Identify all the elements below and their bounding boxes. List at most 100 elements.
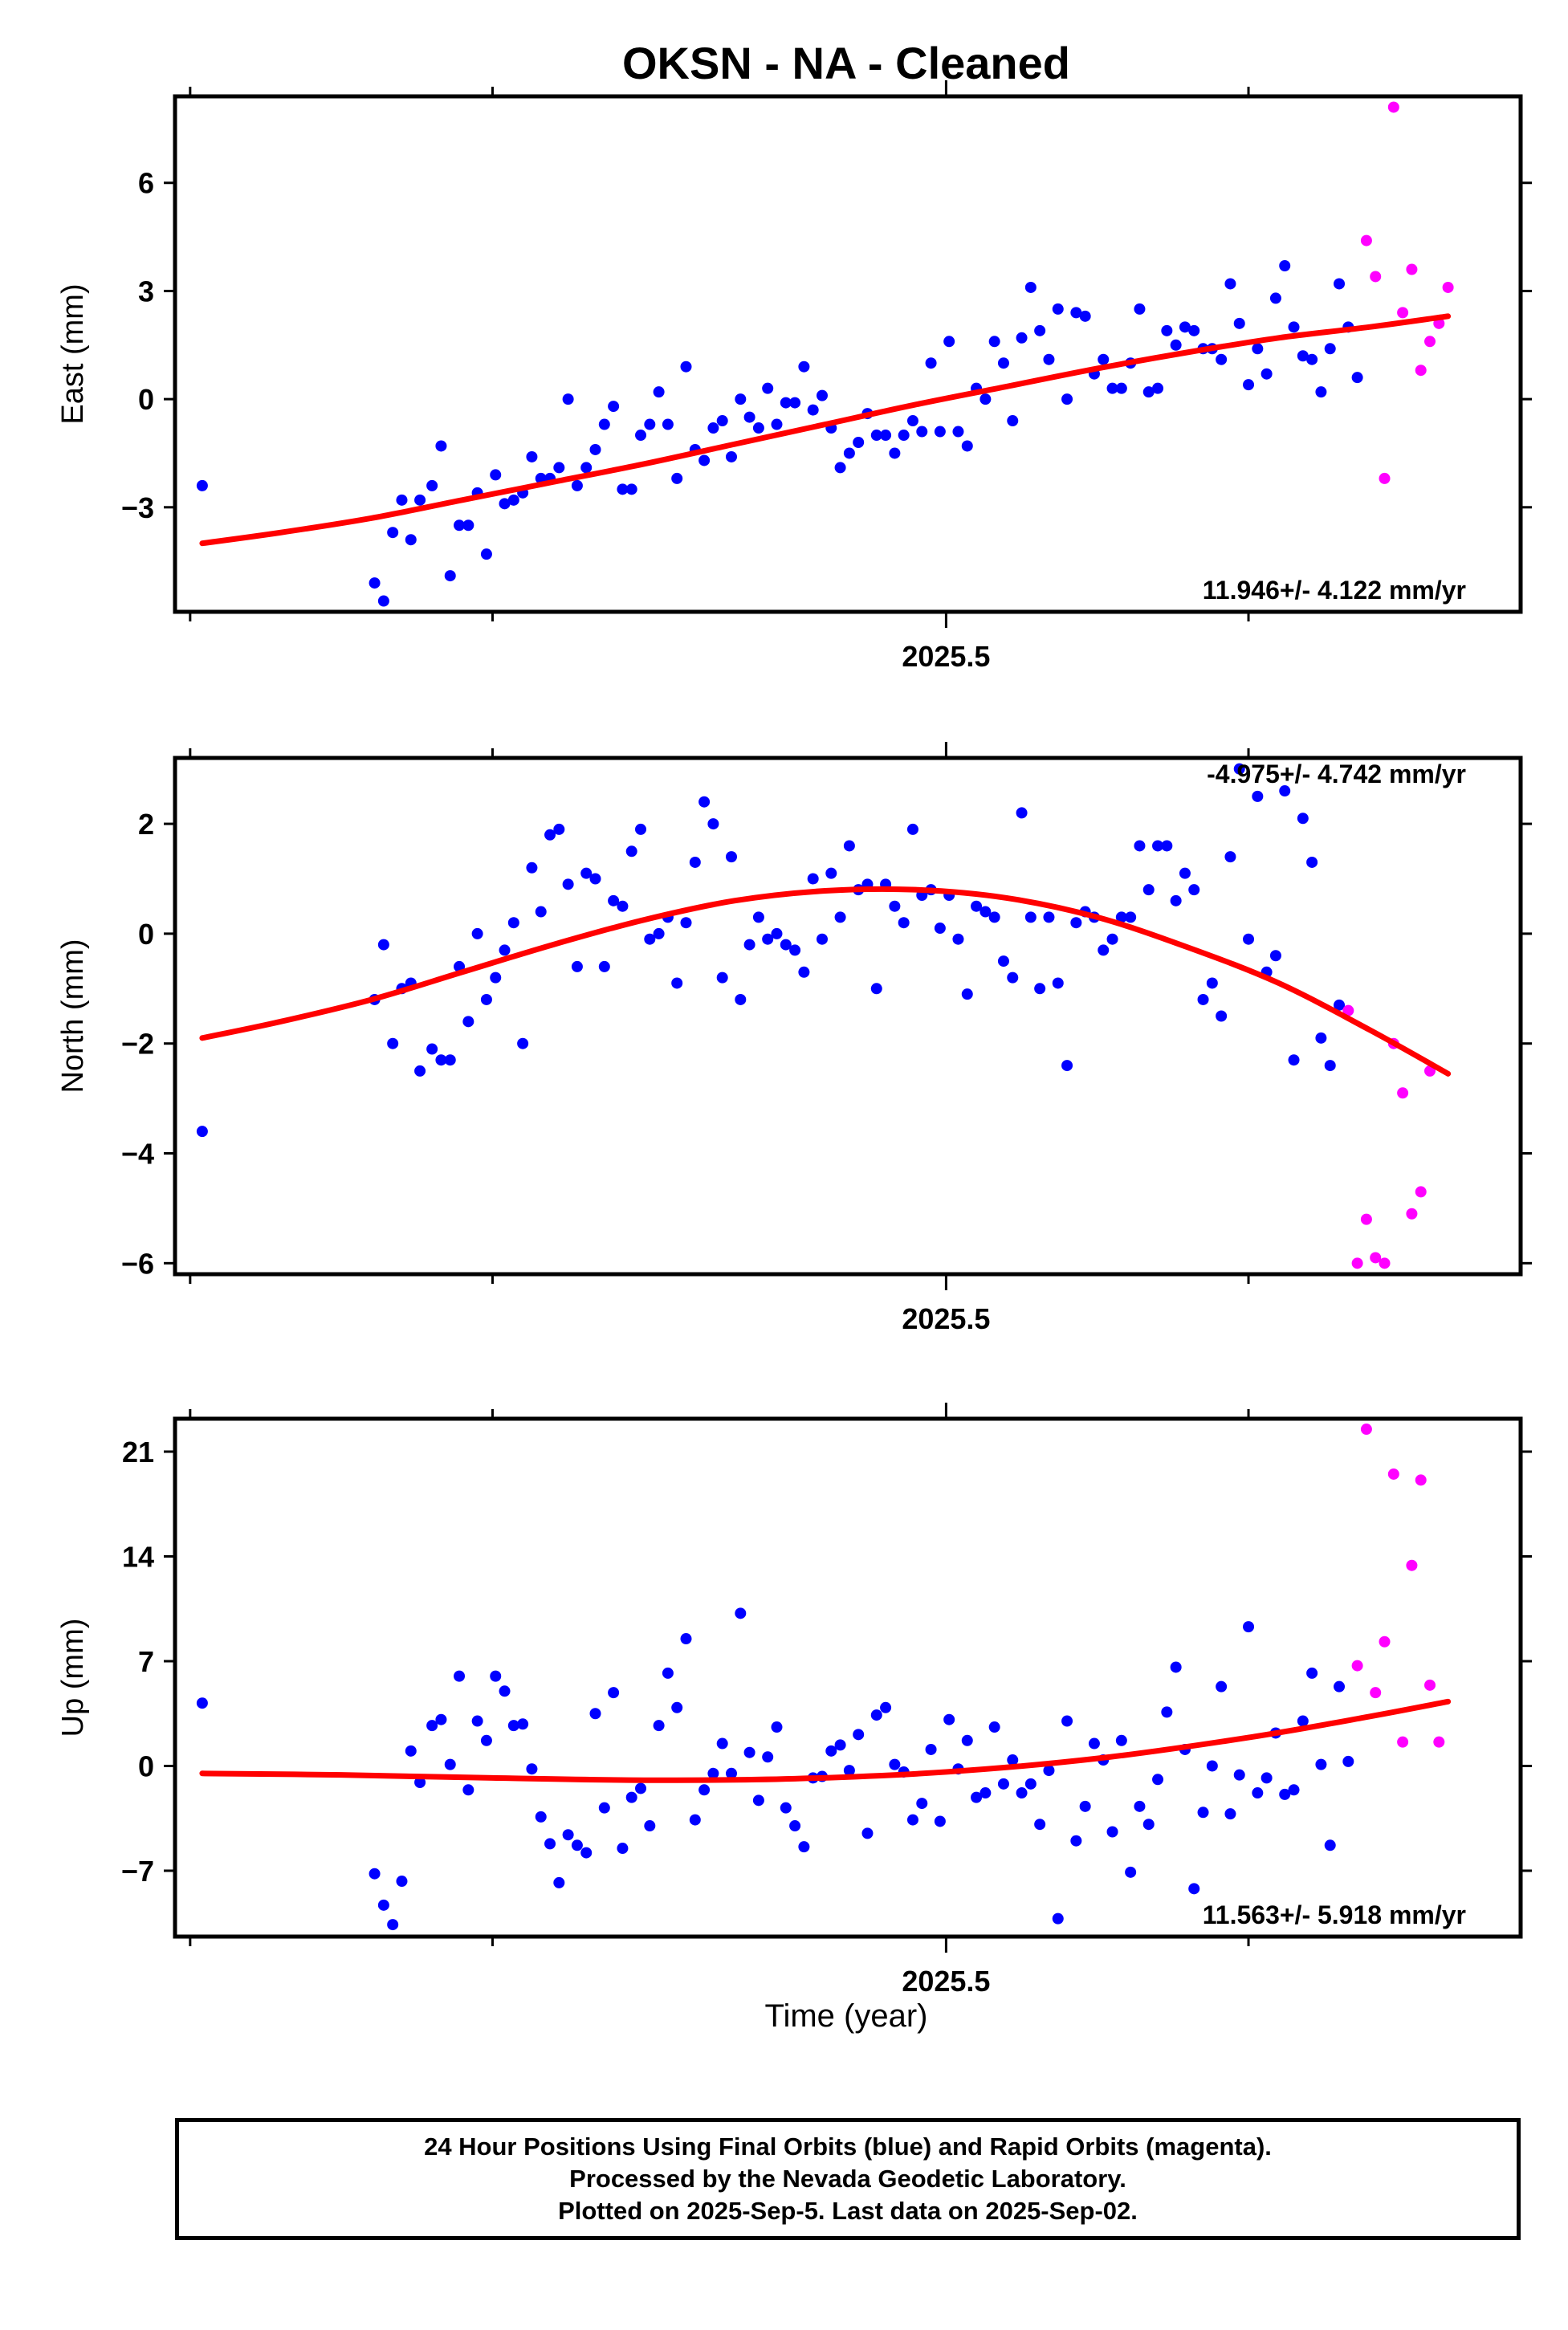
final-orbit-point	[1024, 1778, 1037, 1790]
final-orbit-point	[387, 1919, 399, 1931]
final-orbit-point	[1334, 278, 1346, 290]
final-orbit-point	[1007, 1754, 1019, 1766]
final-orbit-point	[1106, 933, 1118, 945]
y-tick-label: 0	[138, 383, 154, 416]
final-orbit-point	[1206, 977, 1218, 989]
final-orbit-point	[571, 479, 583, 491]
x-tick-label: 2025.5	[902, 1965, 990, 1998]
final-orbit-point	[689, 856, 701, 868]
final-orbit-point	[435, 1713, 447, 1725]
y-tick-label: 7	[138, 1645, 154, 1678]
y-tick-label: −2	[121, 1028, 154, 1061]
final-orbit-point	[589, 1708, 601, 1720]
final-orbit-point	[1115, 382, 1127, 394]
final-orbit-point	[517, 1718, 529, 1730]
final-orbit-point	[1007, 972, 1019, 984]
final-orbit-point	[454, 1670, 466, 1682]
final-orbit-point	[870, 430, 882, 442]
final-orbit-point	[1324, 1060, 1336, 1072]
final-orbit-point	[396, 494, 408, 506]
final-orbit-point	[426, 1720, 438, 1732]
y-tick-label: 0	[138, 918, 154, 951]
final-orbit-point	[462, 1016, 474, 1028]
final-orbit-point	[816, 389, 828, 401]
final-orbit-point	[961, 1734, 973, 1746]
rapid-orbit-point	[1351, 1660, 1363, 1672]
rapid-orbit-point	[1424, 336, 1436, 348]
final-orbit-point	[707, 1767, 719, 1779]
rapid-orbit-point	[1415, 1186, 1427, 1198]
final-orbit-point	[1243, 1621, 1255, 1633]
final-orbit-point	[1197, 1807, 1209, 1819]
final-orbit-point	[1288, 1784, 1300, 1796]
y-axis-label: Up (mm)	[56, 1619, 90, 1737]
final-orbit-point	[780, 397, 792, 409]
final-orbit-point	[480, 1734, 492, 1746]
final-orbit-point	[1261, 1772, 1273, 1784]
final-orbit-point	[1315, 1758, 1327, 1770]
final-orbit-point	[698, 1784, 711, 1796]
final-orbit-point	[480, 993, 492, 1005]
final-orbit-point	[1052, 1912, 1064, 1925]
final-orbit-point	[1098, 944, 1110, 956]
final-orbit-point	[1142, 884, 1155, 896]
final-orbit-point	[1125, 911, 1137, 923]
final-orbit-point	[853, 436, 865, 448]
rapid-orbit-point	[1415, 365, 1427, 377]
y-tick-label: 6	[138, 167, 154, 200]
final-orbit-point	[562, 1829, 574, 1841]
final-orbit-point	[369, 1868, 381, 1880]
final-orbit-point	[662, 1667, 674, 1679]
final-orbit-point	[1024, 281, 1037, 293]
final-orbit-point	[971, 900, 983, 912]
rapid-orbit-point	[1370, 271, 1382, 283]
final-orbit-point	[870, 1709, 882, 1721]
panel-frame	[173, 756, 1523, 1277]
final-orbit-point	[762, 1751, 774, 1763]
final-orbit-point	[698, 454, 711, 466]
rapid-orbit-point	[1370, 1252, 1382, 1264]
final-orbit-point	[1161, 1706, 1173, 1718]
final-orbit-point	[1243, 933, 1255, 945]
final-orbit-point	[1016, 332, 1028, 344]
final-orbit-point	[598, 960, 610, 972]
final-orbit-point	[1052, 303, 1064, 315]
final-orbit-point	[898, 917, 910, 929]
final-orbit-point	[771, 418, 783, 430]
final-orbit-point	[1061, 1715, 1073, 1727]
final-orbit-point	[762, 933, 774, 945]
rapid-orbit-point	[1379, 1635, 1391, 1648]
rapid-orbit-point	[1406, 1208, 1418, 1220]
final-orbit-point	[608, 894, 620, 906]
final-orbit-point	[934, 426, 946, 438]
final-orbit-point	[1206, 1760, 1218, 1772]
final-orbit-point	[1161, 324, 1173, 336]
final-orbit-point	[798, 360, 810, 373]
final-orbit-point	[1216, 1010, 1228, 1022]
rapid-orbit-point	[1387, 1468, 1399, 1480]
final-orbit-point	[798, 1841, 810, 1853]
final-orbit-point	[1269, 950, 1281, 962]
final-orbit-point	[562, 878, 574, 890]
final-orbit-point	[1179, 867, 1191, 879]
final-orbit-point	[916, 426, 928, 438]
final-orbit-point	[825, 1745, 837, 1757]
final-orbit-point	[1279, 785, 1291, 797]
final-orbit-point	[1233, 317, 1245, 329]
final-orbit-point	[1288, 1054, 1300, 1066]
final-orbit-point	[843, 447, 855, 459]
x-tick-label: 2025.5	[902, 640, 990, 673]
final-orbit-point	[1170, 1661, 1182, 1673]
rapid-orbit-point	[1370, 1687, 1382, 1699]
plot-area	[196, 1424, 1452, 1931]
final-orbit-point	[1106, 382, 1118, 394]
final-orbit-point	[906, 415, 918, 427]
final-orbit-point	[1043, 353, 1055, 365]
rapid-orbit-point	[1379, 1257, 1391, 1269]
final-orbit-point	[1351, 372, 1363, 384]
final-orbit-point	[889, 1758, 901, 1770]
panel-up: −7 0 7 14 21 2025.5 Up (mm) 11.563+/- 5.918 mm/…	[56, 1403, 1532, 1998]
final-orbit-point	[1306, 353, 1318, 365]
rapid-orbit-point	[1424, 1679, 1436, 1691]
rapid-orbit-point	[1397, 1087, 1409, 1099]
